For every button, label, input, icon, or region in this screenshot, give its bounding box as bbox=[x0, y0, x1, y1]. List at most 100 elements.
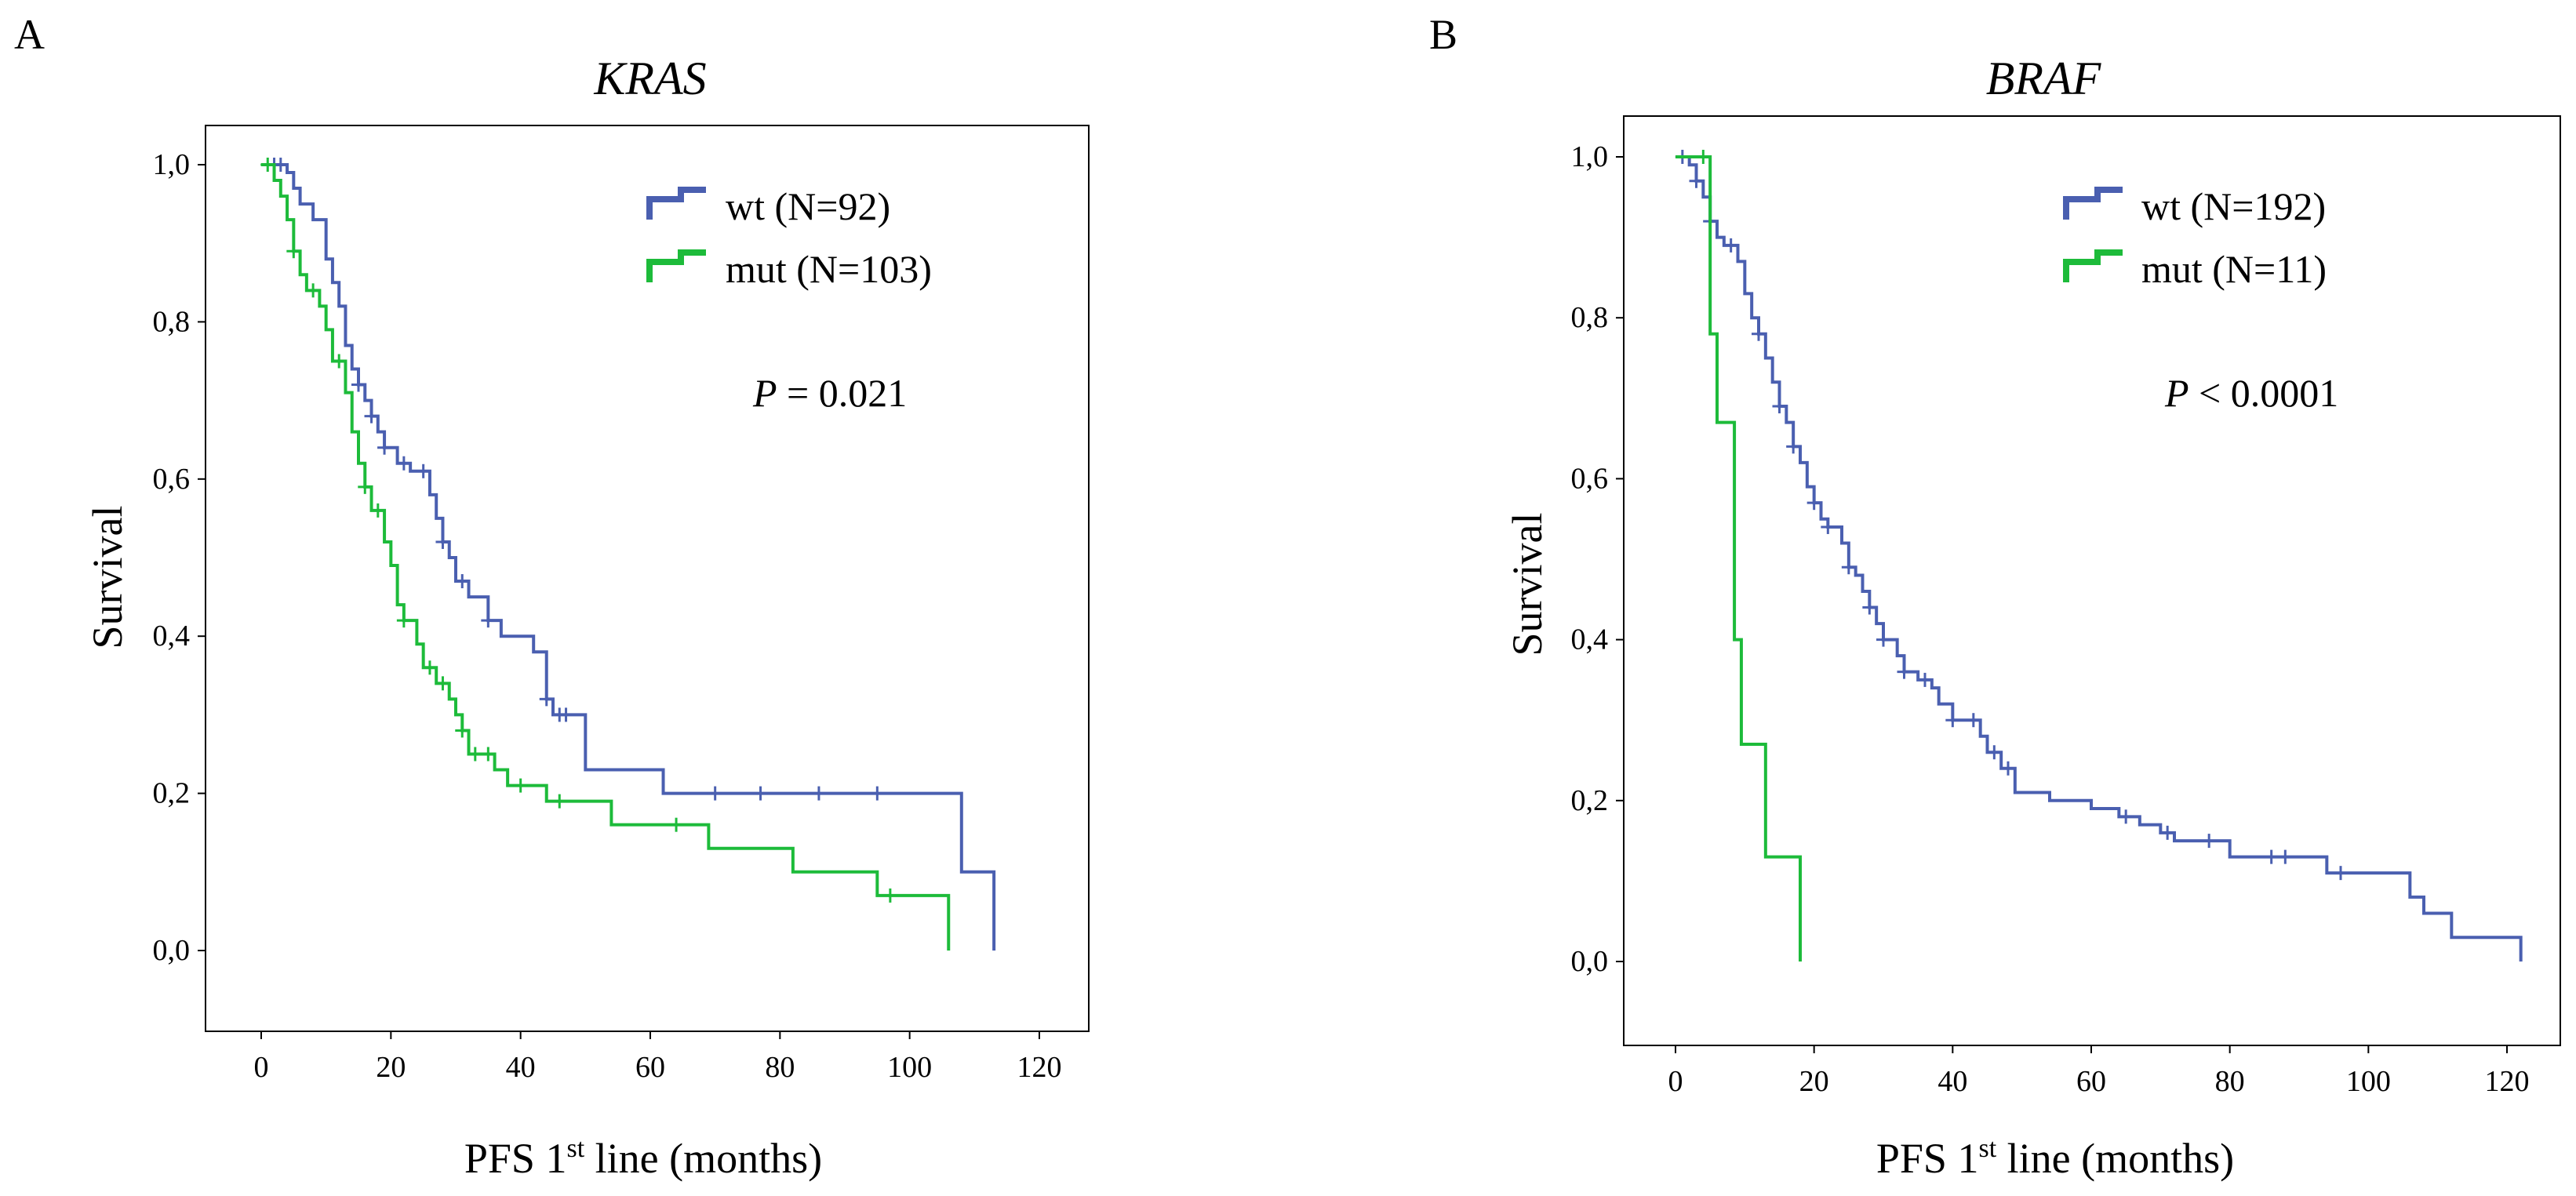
y-axis-label-a: Survival bbox=[84, 506, 131, 649]
y-axis-label-b: Survival bbox=[1504, 513, 1551, 656]
censor-mark-wt-a-6 bbox=[416, 463, 431, 478]
censor-mark-mut-a-1 bbox=[286, 244, 301, 259]
censor-mark-wt-b-20 bbox=[2202, 834, 2217, 849]
censor-mark-wt-b-16 bbox=[1987, 745, 2002, 760]
x-axis-label-a: PFS 1st line (months) bbox=[464, 1134, 822, 1182]
y-tick-label-b-4: 0,8 bbox=[1571, 301, 1609, 334]
x-tick-label-b-4: 80 bbox=[2215, 1065, 2245, 1098]
p-value-b-text: < 0.0001 bbox=[2189, 371, 2339, 415]
censor-mark-mut-a-14 bbox=[669, 817, 684, 832]
km-curve-mut-a bbox=[261, 163, 951, 951]
y-tick-label-a-4: 0,8 bbox=[153, 305, 191, 338]
y-tick-label-b-2: 0,4 bbox=[1571, 623, 1609, 656]
x-tick-label-b-2: 40 bbox=[1937, 1065, 1967, 1098]
x-tick-label-a-1: 20 bbox=[376, 1051, 406, 1084]
censor-mark-wt-b-22 bbox=[2278, 849, 2293, 864]
p-value-a: P = 0.021 bbox=[752, 371, 907, 415]
km-curve-mut-b bbox=[1675, 155, 1802, 962]
x-tick-label-a-2: 40 bbox=[506, 1051, 536, 1084]
legend-swatch-wt-a bbox=[646, 187, 706, 220]
censor-mark-wt-a-10 bbox=[539, 692, 554, 707]
x-axis-label-a-rest: line (months) bbox=[584, 1135, 822, 1182]
censor-mark-wt-b-21 bbox=[2264, 849, 2279, 864]
censor-mark-wt-b-3 bbox=[1723, 238, 1738, 253]
x-axis-label-b: PFS 1st line (months) bbox=[1876, 1134, 2234, 1182]
censor-mark-wt-a-8 bbox=[455, 574, 470, 589]
censor-mark-wt-b-15 bbox=[1966, 713, 1981, 728]
censor-mark-wt-b-19 bbox=[2160, 825, 2175, 840]
censor-mark-wt-a-2 bbox=[351, 377, 366, 392]
x-tick-label-a-5: 100 bbox=[887, 1051, 932, 1084]
censor-mark-wt-a-12 bbox=[558, 707, 573, 722]
censor-mark-mut-a-8 bbox=[435, 676, 450, 691]
censor-mark-mut-a-0 bbox=[260, 158, 275, 172]
y-tick-label-a-5: 1,0 bbox=[153, 148, 191, 181]
panel-b: B BRAF 0,0 0,2 0,4 0,6 0,8 1,0 0 20 40 60 80 100 120… bbox=[1429, 11, 2561, 1182]
censor-mark-wt-a-15 bbox=[811, 786, 826, 801]
km-curve-wt-b bbox=[1675, 155, 2523, 962]
x-tick-label-a-6: 120 bbox=[1017, 1051, 1062, 1084]
x-tick-label-b-1: 20 bbox=[1799, 1065, 1829, 1098]
x-tick-label-a-3: 60 bbox=[635, 1051, 665, 1084]
censor-mark-mut-b-0 bbox=[1696, 150, 1711, 164]
censor-mark-wt-b-17 bbox=[2001, 761, 2015, 776]
censor-mark-wt-a-3 bbox=[364, 409, 379, 424]
x-axis-label-b-main: PFS 1 bbox=[1876, 1135, 1979, 1182]
censor-mark-wt-a-9 bbox=[481, 613, 496, 628]
censor-mark-wt-b-7 bbox=[1806, 496, 1821, 511]
legend-label-wt-a: wt (N=92) bbox=[726, 184, 890, 228]
censor-mark-wt-b-10 bbox=[1862, 600, 1877, 615]
p-value-a-text: = 0.021 bbox=[777, 371, 908, 415]
censor-mark-wt-b-23 bbox=[2334, 866, 2348, 881]
censor-mark-wt-b-11 bbox=[1876, 632, 1890, 647]
censor-mark-mut-a-7 bbox=[422, 660, 437, 675]
y-tick-label-a-0: 0,0 bbox=[153, 934, 191, 967]
censor-mark-wt-b-8 bbox=[1821, 519, 1836, 534]
censor-mark-wt-b-12 bbox=[1897, 664, 1912, 679]
legend-label-mut-b: mut (N=11) bbox=[2141, 247, 2327, 291]
y-tick-label-a-1: 0,2 bbox=[153, 777, 191, 810]
legend-swatch-wt-b bbox=[2063, 187, 2123, 220]
axes-a: 0,0 0,2 0,4 0,6 0,8 1,0 0 20 40 60 80 100 120 bbox=[153, 148, 1062, 1084]
legend-label-wt-b: wt (N=192) bbox=[2141, 184, 2326, 228]
censor-mark-mut-a-9 bbox=[455, 723, 470, 738]
censor-mark-mut-a-6 bbox=[396, 613, 411, 628]
x-tick-label-a-0: 0 bbox=[254, 1051, 269, 1084]
chart-title-a: KRAS bbox=[593, 53, 706, 104]
p-value-b: P < 0.0001 bbox=[2164, 371, 2338, 415]
x-tick-label-b-5: 100 bbox=[2346, 1065, 2391, 1098]
x-axis-label-a-main: PFS 1 bbox=[464, 1135, 567, 1182]
censor-mark-mut-a-5 bbox=[370, 503, 385, 518]
censor-mark-wt-a-13 bbox=[708, 786, 722, 801]
censor-mark-mut-a-2 bbox=[306, 283, 321, 298]
legend-a: wt (N=92) mut (N=103) bbox=[646, 184, 932, 291]
x-tick-label-b-6: 120 bbox=[2485, 1065, 2530, 1098]
censor-mark-wt-a-16 bbox=[870, 786, 885, 801]
x-tick-label-a-4: 80 bbox=[765, 1051, 795, 1084]
y-tick-label-b-1: 0,2 bbox=[1571, 784, 1609, 817]
x-tick-label-b-3: 60 bbox=[2076, 1065, 2106, 1098]
chart-title-b: BRAF bbox=[1986, 53, 2102, 104]
censor-mark-wt-b-9 bbox=[1841, 560, 1856, 575]
censor-mark-mut-a-4 bbox=[358, 479, 373, 494]
plot-frame-a bbox=[205, 125, 1090, 1032]
x-axis-label-a-sup: st bbox=[566, 1134, 584, 1163]
censor-mark-wt-b-1 bbox=[1689, 173, 1704, 188]
censor-mark-wt-b-4 bbox=[1752, 326, 1766, 341]
x-axis-label-b-sup: st bbox=[1978, 1134, 1996, 1163]
censor-mark-mut-a-13 bbox=[552, 794, 567, 809]
censor-mark-wt-a-4 bbox=[377, 440, 392, 455]
legend-swatch-mut-b bbox=[2063, 249, 2123, 282]
plot-frame-b bbox=[1623, 115, 2561, 1046]
censor-mark-wt-b-14 bbox=[1945, 713, 1960, 728]
legend-label-mut-a: mut (N=103) bbox=[726, 247, 932, 291]
x-tick-label-b-0: 0 bbox=[1668, 1065, 1683, 1098]
y-tick-label-a-2: 0,4 bbox=[153, 620, 191, 653]
axes-b: 0,0 0,2 0,4 0,6 0,8 1,0 0 20 40 60 80 100 120 bbox=[1571, 140, 2530, 1098]
censor-mark-mut-a-12 bbox=[513, 778, 528, 793]
censor-mark-wt-a-14 bbox=[753, 786, 768, 801]
censor-mark-wt-a-5 bbox=[396, 456, 411, 471]
y-tick-label-a-3: 0,6 bbox=[153, 463, 191, 496]
